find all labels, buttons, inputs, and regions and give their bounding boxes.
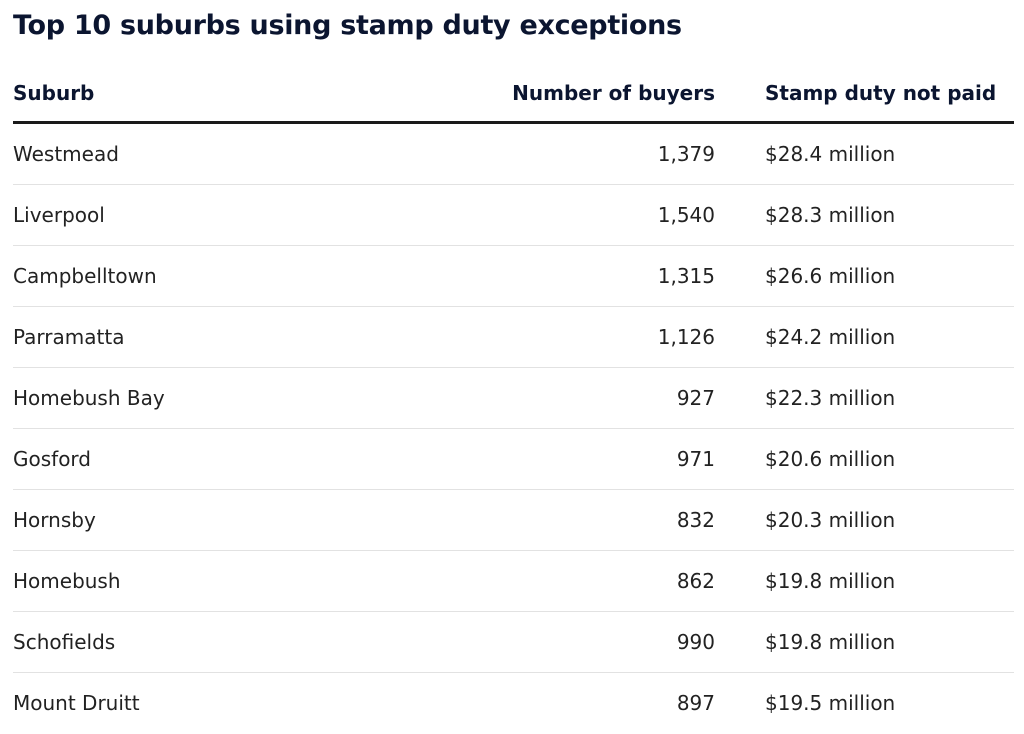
header-row: Suburb Number of buyers Stamp duty not p… <box>13 64 1014 124</box>
cell-suburb: Schofields <box>13 611 433 673</box>
table-row: Gosford 971 $20.6 million <box>13 428 1014 490</box>
cell-number-of-buyers: 1,379 <box>433 122 715 185</box>
cell-stamp-duty-not-paid: $26.6 million <box>715 245 1014 307</box>
cell-suburb: Westmead <box>13 122 433 185</box>
table-row: Parramatta 1,126 $24.2 million <box>13 306 1014 368</box>
cell-suburb: Homebush Bay <box>13 367 433 429</box>
cell-number-of-buyers: 1,126 <box>433 306 715 368</box>
cell-stamp-duty-not-paid: $24.2 million <box>715 306 1014 368</box>
cell-number-of-buyers: 971 <box>433 428 715 490</box>
cell-number-of-buyers: 927 <box>433 367 715 429</box>
cell-suburb: Parramatta <box>13 306 433 368</box>
cell-number-of-buyers: 897 <box>676 691 715 715</box>
column-header-stamp-duty: Stamp duty not paid <box>715 64 1014 124</box>
cell-number-of-buyers: 832 <box>433 489 715 551</box>
table-title: Top 10 suburbs using stamp duty exceptio… <box>13 10 682 41</box>
cell-number-of-buyers: 990 <box>433 611 715 673</box>
data-table: Suburb Number of buyers Stamp duty not p… <box>13 64 1014 733</box>
cell-stamp-duty-not-paid: $22.3 million <box>715 367 1014 429</box>
table-row: Hornsby 832 $20.3 million <box>13 489 1014 551</box>
table-body: Westmead 1,379 $28.4 million Liverpool 1,540… <box>13 122 1014 734</box>
cell-stamp-duty-not-paid: $20.3 million <box>715 489 1014 551</box>
cell-number-of-buyers: 862 <box>433 550 715 612</box>
cell-stamp-duty-not-paid: $19.8 million <box>715 550 1014 612</box>
column-header-suburb: Suburb <box>13 64 433 124</box>
cell-stamp-duty-not-paid: $19.5 million <box>765 691 896 715</box>
cell-suburb: Campbelltown <box>13 245 433 307</box>
cell-suburb: Homebush <box>13 550 433 612</box>
cell-number-of-buyers: 1,540 <box>433 184 715 246</box>
cell-stamp-duty-not-paid: $19.8 million <box>715 611 1014 673</box>
table-row: Westmead 1,379 $28.4 million <box>13 122 1014 185</box>
table-row: Homebush 862 $19.8 million <box>13 550 1014 612</box>
cell-stamp-duty-not-paid: $20.6 million <box>715 428 1014 490</box>
cell-stamp-duty-not-paid: $28.3 million <box>715 184 1014 246</box>
cell-number-of-buyers: 1,315 <box>433 245 715 307</box>
table-row: Liverpool 1,540 $28.3 million <box>13 184 1014 246</box>
table-row: Mount Druitt 897 $19.5 million <box>13 673 1014 734</box>
cell-suburb: Mount Druitt <box>13 691 140 715</box>
table-row: Homebush Bay 927 $22.3 million <box>13 367 1014 429</box>
table-row: Schofields 990 $19.8 million <box>13 611 1014 673</box>
cell-suburb: Hornsby <box>13 489 433 551</box>
column-header-buyers: Number of buyers <box>433 64 715 124</box>
cell-suburb: Liverpool <box>13 184 433 246</box>
cell-stamp-duty-not-paid: $28.4 million <box>715 122 1014 185</box>
table-row: Campbelltown 1,315 $26.6 million <box>13 245 1014 307</box>
cell-suburb: Gosford <box>13 428 433 490</box>
